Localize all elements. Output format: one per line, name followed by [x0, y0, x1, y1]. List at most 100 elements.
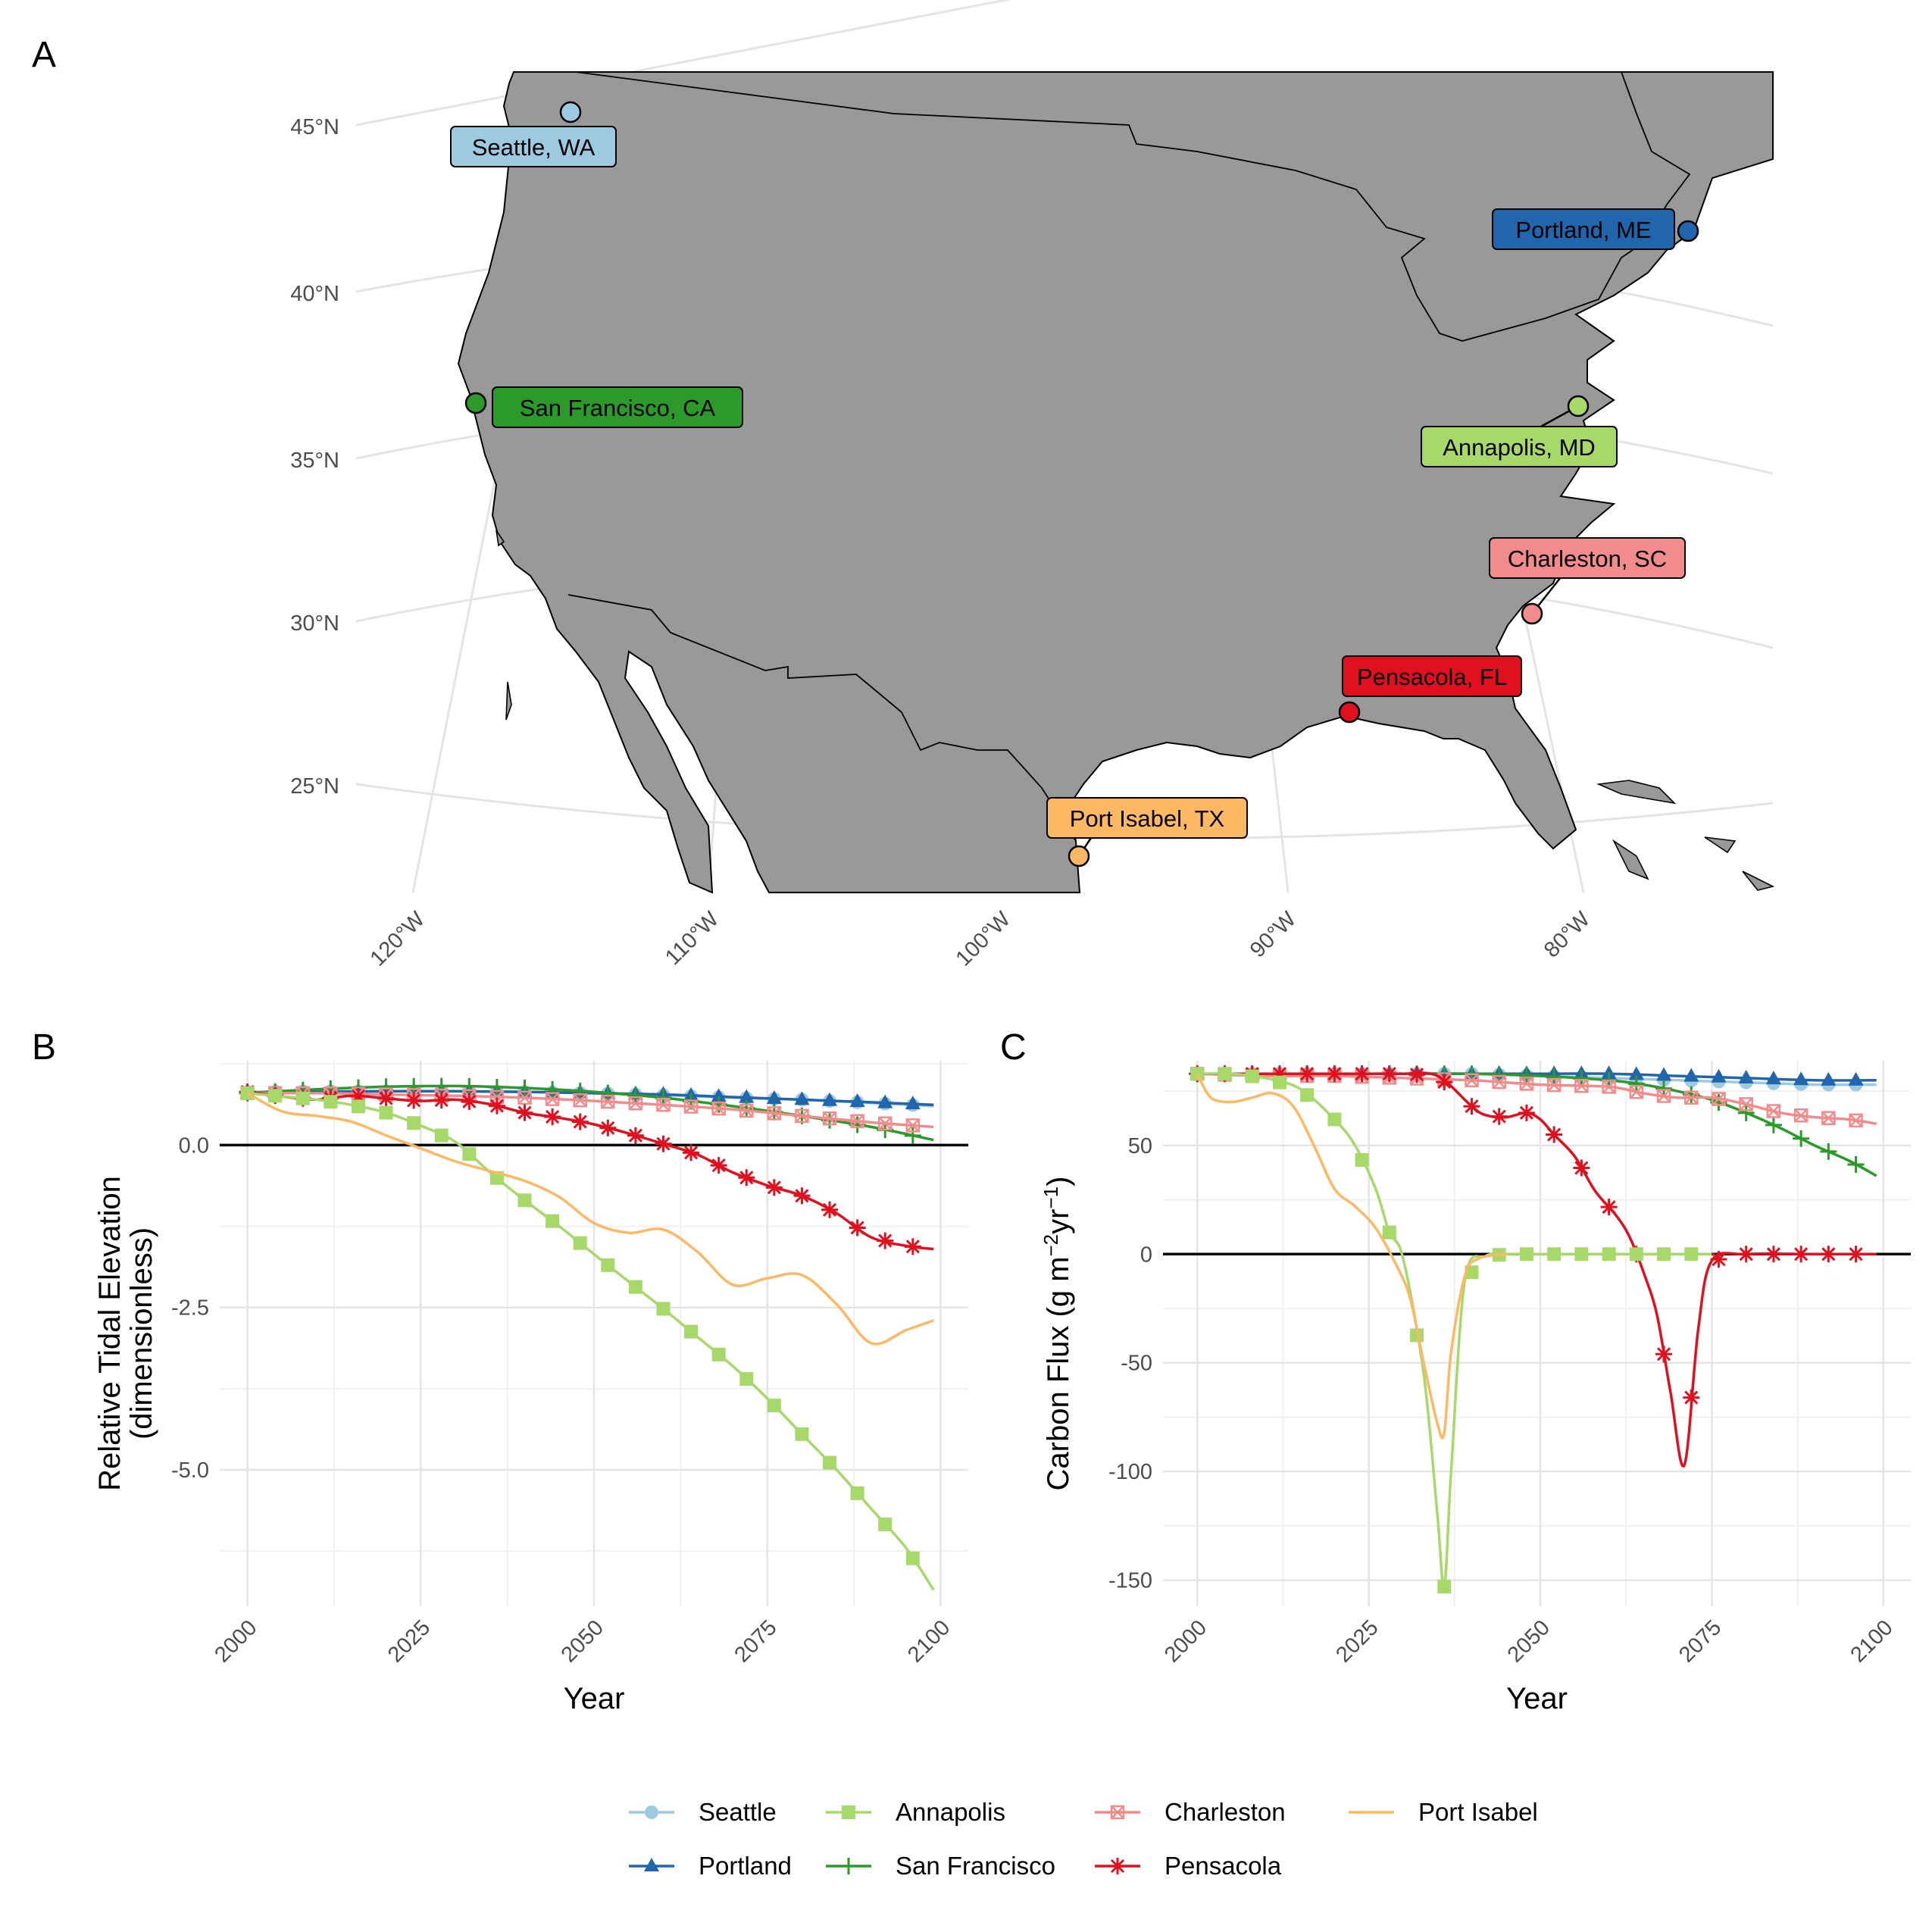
- data-point: [1629, 1085, 1644, 1099]
- x-tick-label: 2025: [1331, 1615, 1383, 1667]
- data-point: [711, 1101, 726, 1116]
- data-point: [601, 1094, 615, 1109]
- legend-label: Port Isabel: [1418, 1798, 1538, 1826]
- site-label-portland: Portland, ME: [1515, 217, 1651, 243]
- y-tick-label: 50: [1128, 1134, 1152, 1158]
- site-annapolis: Annapolis, MD: [1421, 395, 1618, 467]
- data-point: [433, 1092, 450, 1109]
- data-point: [849, 1219, 866, 1236]
- data-point: [433, 1077, 450, 1095]
- y-axis-title: Relative Tidal Elevation: [93, 1176, 127, 1491]
- data-point: [295, 1091, 310, 1105]
- series-port-isabel: [246, 1092, 934, 1346]
- legend-key-marker: [645, 1805, 658, 1819]
- series-line: [247, 1092, 935, 1591]
- grid: [220, 1061, 968, 1606]
- data-point: [1821, 1071, 1837, 1086]
- x-tick-label: 2050: [1503, 1615, 1555, 1667]
- data-point: [1272, 1075, 1286, 1089]
- y-axis-title-part: ): [1042, 1177, 1075, 1186]
- data-point: [516, 1104, 533, 1121]
- data-point: [1380, 1065, 1398, 1083]
- data-point: [683, 1144, 700, 1161]
- data-point: [1737, 1104, 1755, 1121]
- site-label-box-seattle: [450, 126, 617, 167]
- data-point: [1465, 1073, 1479, 1088]
- data-point: [1711, 1068, 1727, 1083]
- data-point: [544, 1108, 561, 1126]
- x-tick-label: 2000: [1160, 1615, 1211, 1667]
- data-point: [627, 1127, 644, 1144]
- data-point: [405, 1077, 423, 1095]
- site-label-san-francisco: San Francisco, CA: [520, 395, 716, 421]
- lat-label-40: 40°N: [290, 282, 339, 306]
- site-marker-san-francisco: [464, 392, 487, 414]
- data-point: [850, 1486, 864, 1500]
- site-label-charleston: Charleston, SC: [1508, 546, 1667, 572]
- data-point: [627, 1086, 644, 1104]
- data-point: [517, 1090, 532, 1105]
- map-sites: Seattle, WA Portland, ME San Francisco, …: [450, 101, 1699, 868]
- data-point: [1271, 1065, 1288, 1083]
- map-lon-labels: 120°W 110°W 100°W 90°W 80°W: [366, 907, 1596, 971]
- site-port-isabel: Port Isabel, TX: [1046, 797, 1248, 868]
- series-line: [246, 1092, 934, 1346]
- data-point: [1382, 1225, 1396, 1240]
- lon-label-110: 110°W: [661, 907, 724, 970]
- x-axis-title: Year: [564, 1682, 625, 1715]
- data-point: [795, 1108, 809, 1124]
- data-point: [544, 1081, 561, 1099]
- data-point: [738, 1169, 755, 1186]
- data-point: [434, 1128, 449, 1143]
- y-tick-label: 0.0: [179, 1133, 209, 1158]
- site-pensacola: Pensacola, FL: [1338, 655, 1522, 724]
- data-point: [377, 1089, 395, 1107]
- data-point: [1574, 1247, 1589, 1261]
- data-point: [1490, 1066, 1508, 1083]
- data-point: [1656, 1089, 1671, 1103]
- legend-label: San Francisco: [896, 1852, 1055, 1880]
- lat-label-25: 25°N: [290, 774, 339, 799]
- site-marker-port-isabel: [1068, 845, 1090, 868]
- y-tick-label: -50: [1121, 1352, 1152, 1376]
- series-line: [1196, 1073, 1507, 1440]
- series-pensacola: [239, 1083, 934, 1255]
- data-point: [878, 1518, 893, 1531]
- data-point: [1519, 1247, 1533, 1261]
- x-axis-title: Year: [1506, 1682, 1568, 1715]
- site-seattle: Seattle, WA: [450, 101, 617, 167]
- data-point: [739, 1103, 754, 1118]
- data-point: [1627, 1075, 1645, 1093]
- lon-label-80: 80°W: [1540, 907, 1595, 962]
- data-point: [1573, 1070, 1590, 1087]
- data-point: [516, 1080, 533, 1096]
- data-point: [1657, 1247, 1671, 1261]
- data-point: [1849, 1113, 1863, 1128]
- data-point: [1547, 1247, 1562, 1261]
- y-axis-title-part: −1: [1039, 1186, 1062, 1209]
- legend-label: Annapolis: [896, 1798, 1005, 1826]
- data-point: [462, 1147, 477, 1161]
- x-tick-label: 2075: [1674, 1615, 1726, 1667]
- legend-key-marker: [842, 1805, 855, 1819]
- site-label-box-san-francisco: [492, 386, 743, 428]
- data-point: [1437, 1580, 1452, 1594]
- data-point: [349, 1087, 367, 1105]
- data-point: [1574, 1079, 1589, 1093]
- x-tick-label: 2100: [1846, 1615, 1897, 1667]
- y-axis-title-part: Carbon Flux (g m: [1042, 1256, 1075, 1490]
- site-marker-portland: [1677, 220, 1699, 242]
- y-tick-label: -5.0: [171, 1458, 209, 1483]
- data-point: [1628, 1066, 1644, 1080]
- site-marker-pensacola: [1338, 701, 1361, 724]
- data-point: [767, 1106, 782, 1121]
- data-point: [1847, 1246, 1865, 1263]
- legend-item-port-isabel: Port Isabel: [1349, 1798, 1538, 1826]
- data-point: [822, 1092, 838, 1106]
- legend-item-annapolis: Annapolis: [826, 1798, 1005, 1826]
- x-tick-label: 2000: [210, 1615, 261, 1667]
- data-point: [1355, 1152, 1369, 1167]
- site-label-box-port-isabel: [1046, 797, 1248, 839]
- data-point: [711, 1088, 727, 1102]
